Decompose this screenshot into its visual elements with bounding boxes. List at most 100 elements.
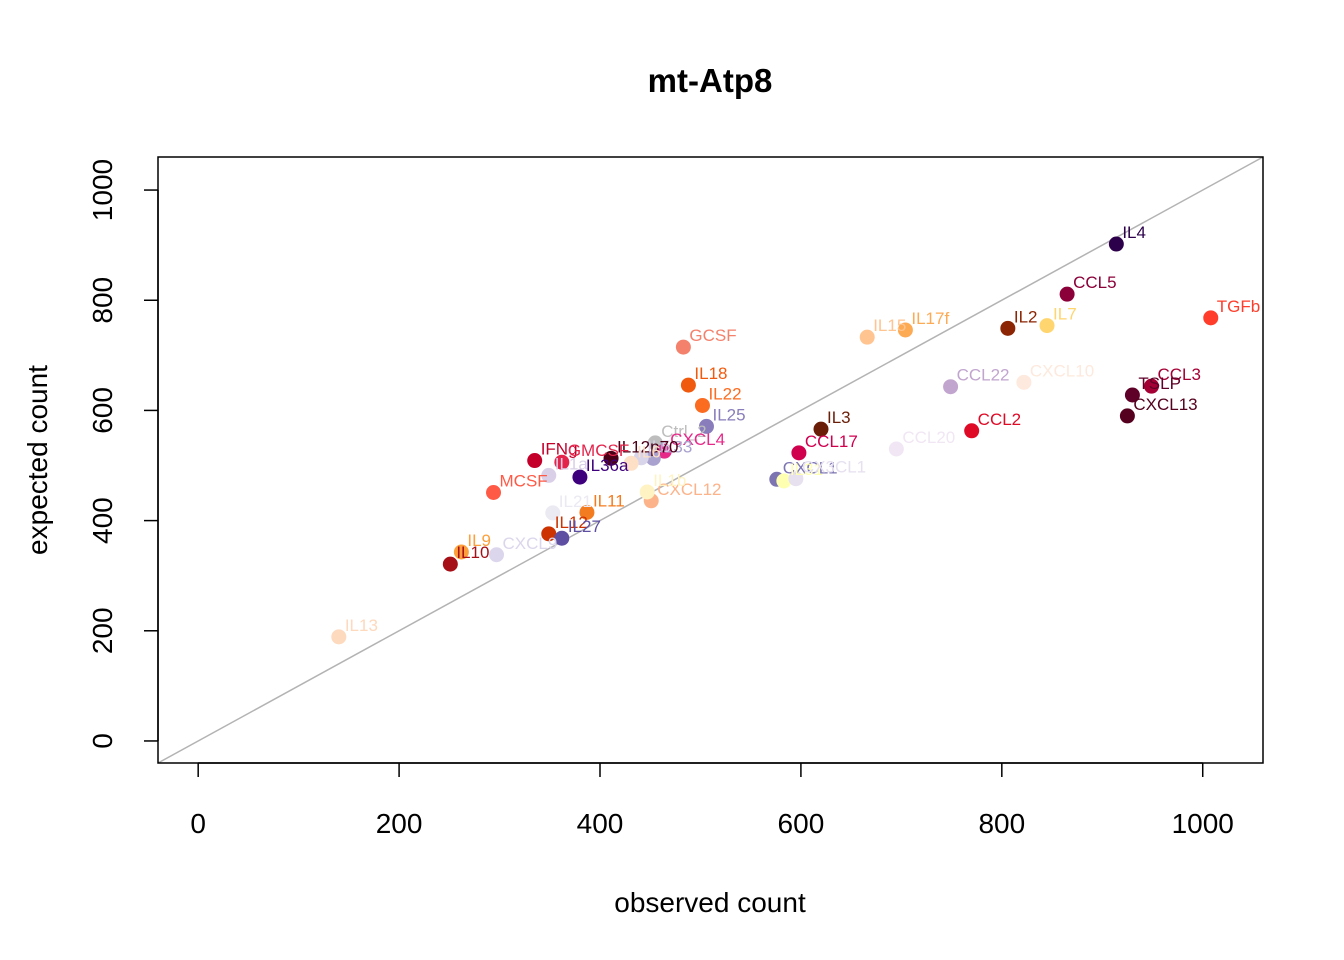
data-point	[442, 556, 458, 572]
y-tick-label: 600	[87, 387, 118, 434]
data-point	[331, 629, 347, 645]
data-point	[680, 377, 696, 393]
x-tick-label: 800	[978, 808, 1025, 839]
data-point	[698, 418, 714, 434]
y-tick-label: 800	[87, 277, 118, 324]
point-label: IL17f	[911, 309, 949, 328]
point-label: IL10	[456, 543, 489, 562]
point-label: MCSF	[500, 472, 548, 491]
x-axis: 0 200 400 600 800 1000	[190, 762, 1234, 839]
data-point	[489, 547, 505, 563]
x-tick-label: 0	[190, 808, 206, 839]
point-label: IL9	[467, 531, 491, 550]
point-label: IL27	[568, 517, 601, 536]
point-label: IFNg	[541, 440, 578, 459]
data-point	[943, 379, 959, 395]
y-tick-label: 1000	[87, 159, 118, 221]
point-label: CCL2	[978, 410, 1021, 429]
point-label: IL12	[555, 513, 588, 532]
data-point	[541, 526, 557, 542]
point-label: IL6	[637, 442, 661, 461]
point-label: IL4	[1122, 223, 1146, 242]
data-point	[788, 471, 804, 487]
data-point	[1108, 236, 1124, 252]
data-point	[1143, 378, 1159, 394]
point-label: CCL3	[1157, 365, 1200, 384]
point-label: GCSF	[689, 326, 736, 345]
point-label: TGFb	[1217, 297, 1260, 316]
point-label: IL12p70	[617, 437, 678, 456]
point-label: IL5	[647, 437, 671, 456]
point-label: CXCL4	[670, 430, 725, 449]
x-tick-label: 200	[376, 808, 423, 839]
x-axis-label: observed count	[614, 887, 806, 918]
point-label: CXCL13	[1133, 395, 1197, 414]
point-label: IL2	[1014, 307, 1038, 326]
data-point	[554, 454, 570, 470]
y-tick-label: 200	[87, 607, 118, 654]
data-point	[639, 484, 655, 500]
data-point	[572, 469, 588, 485]
data-point	[541, 467, 557, 483]
data-point	[486, 485, 502, 501]
data-point	[656, 443, 672, 459]
point-label: TSLP	[1138, 374, 1181, 393]
y-tick-label: 0	[87, 733, 118, 749]
x-tick-label: 400	[577, 808, 624, 839]
point-label: IL7	[1053, 305, 1077, 324]
point-label: IL15	[873, 316, 906, 335]
data-point	[813, 421, 829, 437]
y-axis-label: expected count	[22, 365, 53, 555]
point-label: IL21	[559, 492, 592, 511]
data-point	[1016, 374, 1032, 390]
point-label: IL18	[694, 364, 727, 383]
chart-title: mt-Atp8	[648, 62, 773, 99]
data-point	[1203, 310, 1219, 326]
data-point	[791, 445, 807, 461]
point-label: IL1a	[555, 454, 589, 473]
point-label: CX3CL1	[802, 458, 866, 477]
point-label: CCL5	[1073, 273, 1116, 292]
data-point	[1039, 318, 1055, 334]
point-label: IL13	[345, 616, 378, 635]
data-point	[694, 397, 710, 413]
data-point	[859, 329, 875, 345]
y-axis: 0 200 400 600 800 1000	[87, 159, 159, 749]
data-point	[1000, 320, 1016, 336]
data-point	[1119, 408, 1135, 424]
data-point	[554, 530, 570, 546]
data-point	[603, 450, 619, 466]
point-label: IL3	[827, 408, 851, 427]
point-label: IL11	[593, 491, 625, 510]
point-label: IL33	[659, 437, 692, 456]
points-layer	[331, 236, 1219, 645]
labels-layer: IL4 CCL5 TGFb IL2 IL7 IL15 IL17f GCSF CCL22 CXCL1…	[345, 223, 1260, 635]
data-point	[527, 453, 543, 469]
point-label: CXCL12	[657, 480, 721, 499]
point-label: IL36a	[586, 456, 629, 475]
data-point	[897, 322, 913, 338]
point-label: CCL17	[805, 432, 858, 451]
data-point	[964, 423, 980, 439]
data-point	[579, 504, 595, 520]
data-point	[545, 505, 561, 521]
data-point	[1124, 387, 1140, 403]
y-tick-label: 400	[87, 497, 118, 544]
point-label: CCL20	[902, 428, 955, 447]
point-label: CXCL9	[503, 534, 558, 553]
x-tick-label: 600	[778, 808, 825, 839]
data-point	[453, 544, 469, 560]
point-label: Ctrl_2	[661, 422, 706, 441]
x-tick-label: 1000	[1172, 808, 1234, 839]
point-label: CXCL1	[783, 458, 838, 477]
data-point	[623, 455, 639, 471]
data-point	[888, 441, 904, 457]
point-label: IL22	[708, 384, 741, 403]
data-point	[645, 450, 661, 466]
point-label: IL31	[790, 460, 823, 479]
reference-line-layer	[157, 156, 1264, 764]
point-label: GMCSF	[568, 441, 629, 460]
point-label: CXCL10	[1030, 361, 1094, 380]
point-label: CCL22	[957, 366, 1010, 385]
